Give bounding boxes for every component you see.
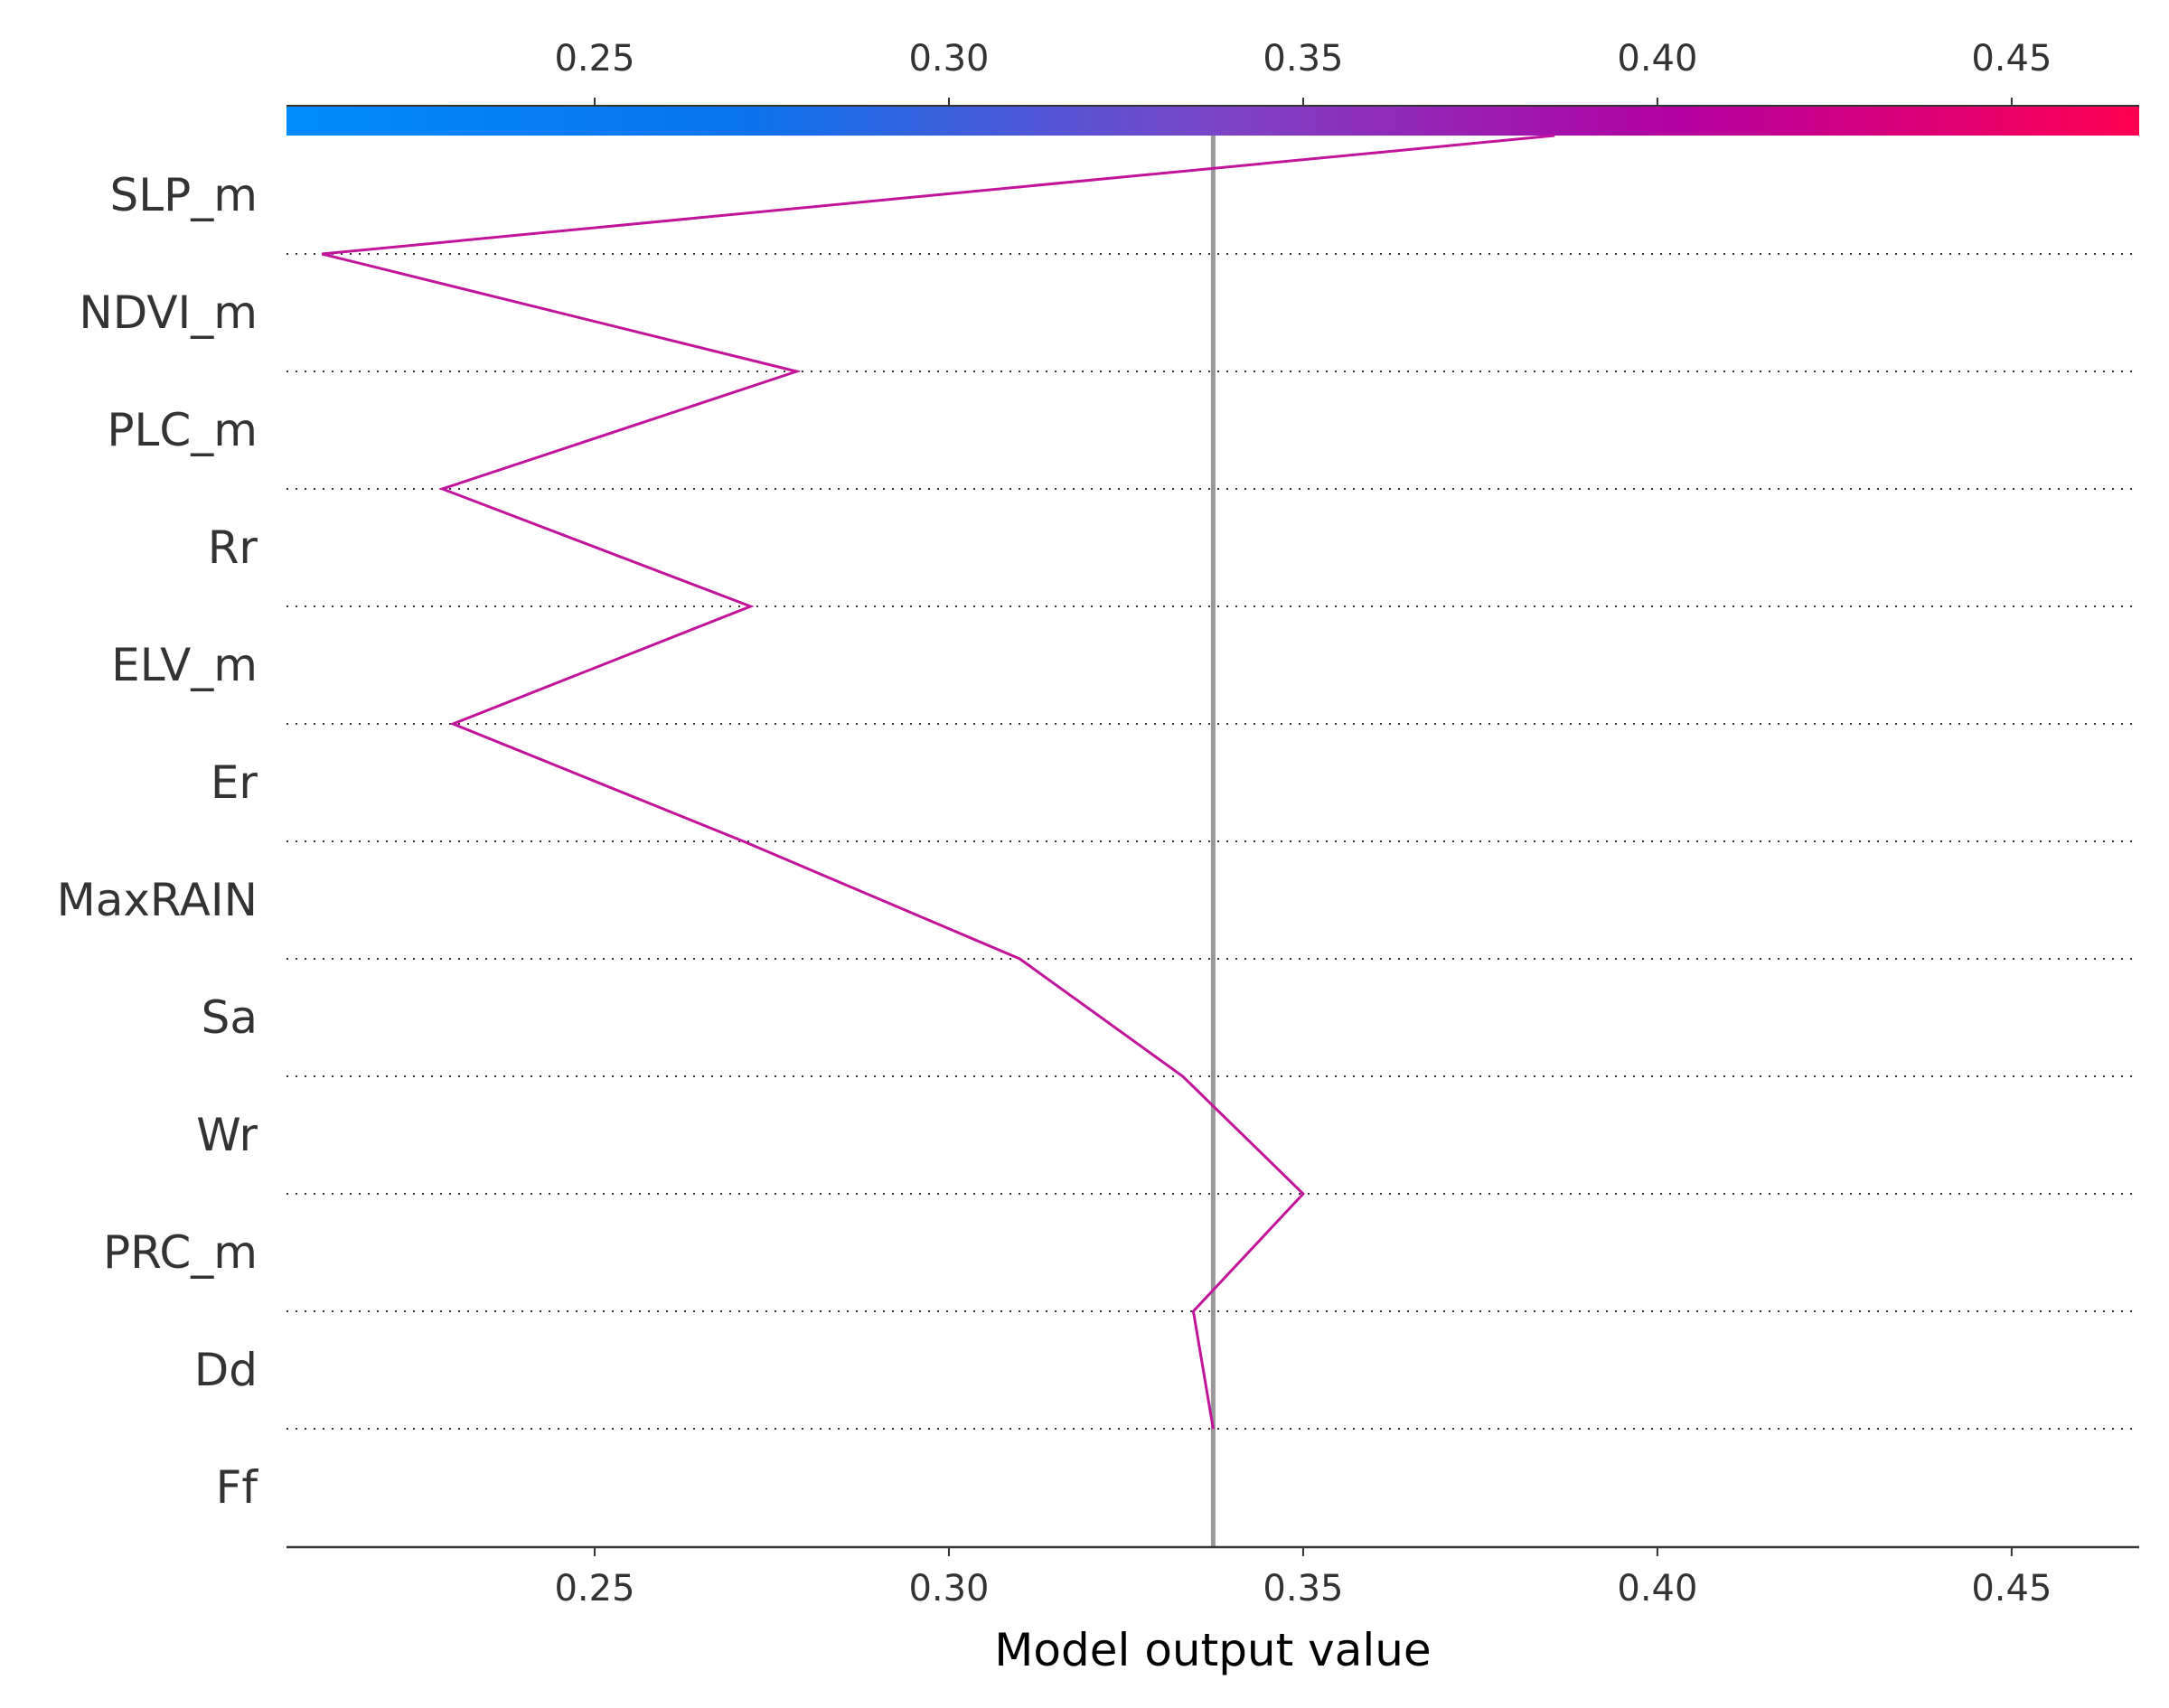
feature-labels: SLP_m NDVI_m PLC_m Rr ELV_m Er MaxRAIN Sa Wr PRC_…	[57, 169, 259, 1514]
feature-label-er: Er	[211, 756, 258, 809]
colorbar-tick-label: 0.25	[554, 38, 634, 80]
feature-label-maxrain: MaxRAIN	[57, 874, 258, 926]
feature-label-slp-m: SLP_m	[110, 169, 258, 221]
x-axis-tick-label: 0.30	[908, 1568, 989, 1609]
feature-label-plc-m: PLC_m	[107, 404, 258, 456]
grid-lines	[286, 253, 2139, 1430]
decision-path	[321, 134, 1555, 1430]
feature-label-ndvi-m: NDVI_m	[79, 286, 258, 339]
colorbar-tick-label: 0.35	[1263, 38, 1343, 80]
colorbar: 0.25 0.30 0.35 0.40 0.45	[286, 38, 2139, 136]
x-axis-tick-label: 0.25	[554, 1568, 634, 1609]
colorbar-tick-label: 0.40	[1617, 38, 1697, 80]
feature-label-wr: Wr	[196, 1109, 258, 1161]
feature-label-rr: Rr	[208, 521, 258, 574]
x-axis-tick-label: 0.40	[1617, 1568, 1697, 1609]
x-axis-tick-label: 0.35	[1263, 1568, 1343, 1609]
x-axis: 0.25 0.30 0.35 0.40 0.45	[286, 1545, 2139, 1609]
feature-label-dd: Dd	[194, 1344, 258, 1396]
x-axis-tick-label: 0.45	[1971, 1568, 2052, 1609]
feature-label-ff: Ff	[216, 1461, 259, 1514]
decision-path-line	[321, 134, 1555, 1430]
x-axis-title: Model output value	[994, 1624, 1431, 1676]
colorbar-gradient	[286, 106, 2139, 136]
feature-label-sa: Sa	[202, 991, 258, 1044]
colorbar-tick-label: 0.45	[1971, 38, 2052, 80]
feature-label-prc-m: PRC_m	[103, 1226, 258, 1279]
colorbar-tick-label: 0.30	[908, 38, 989, 80]
feature-label-elv-m: ELV_m	[111, 639, 258, 691]
